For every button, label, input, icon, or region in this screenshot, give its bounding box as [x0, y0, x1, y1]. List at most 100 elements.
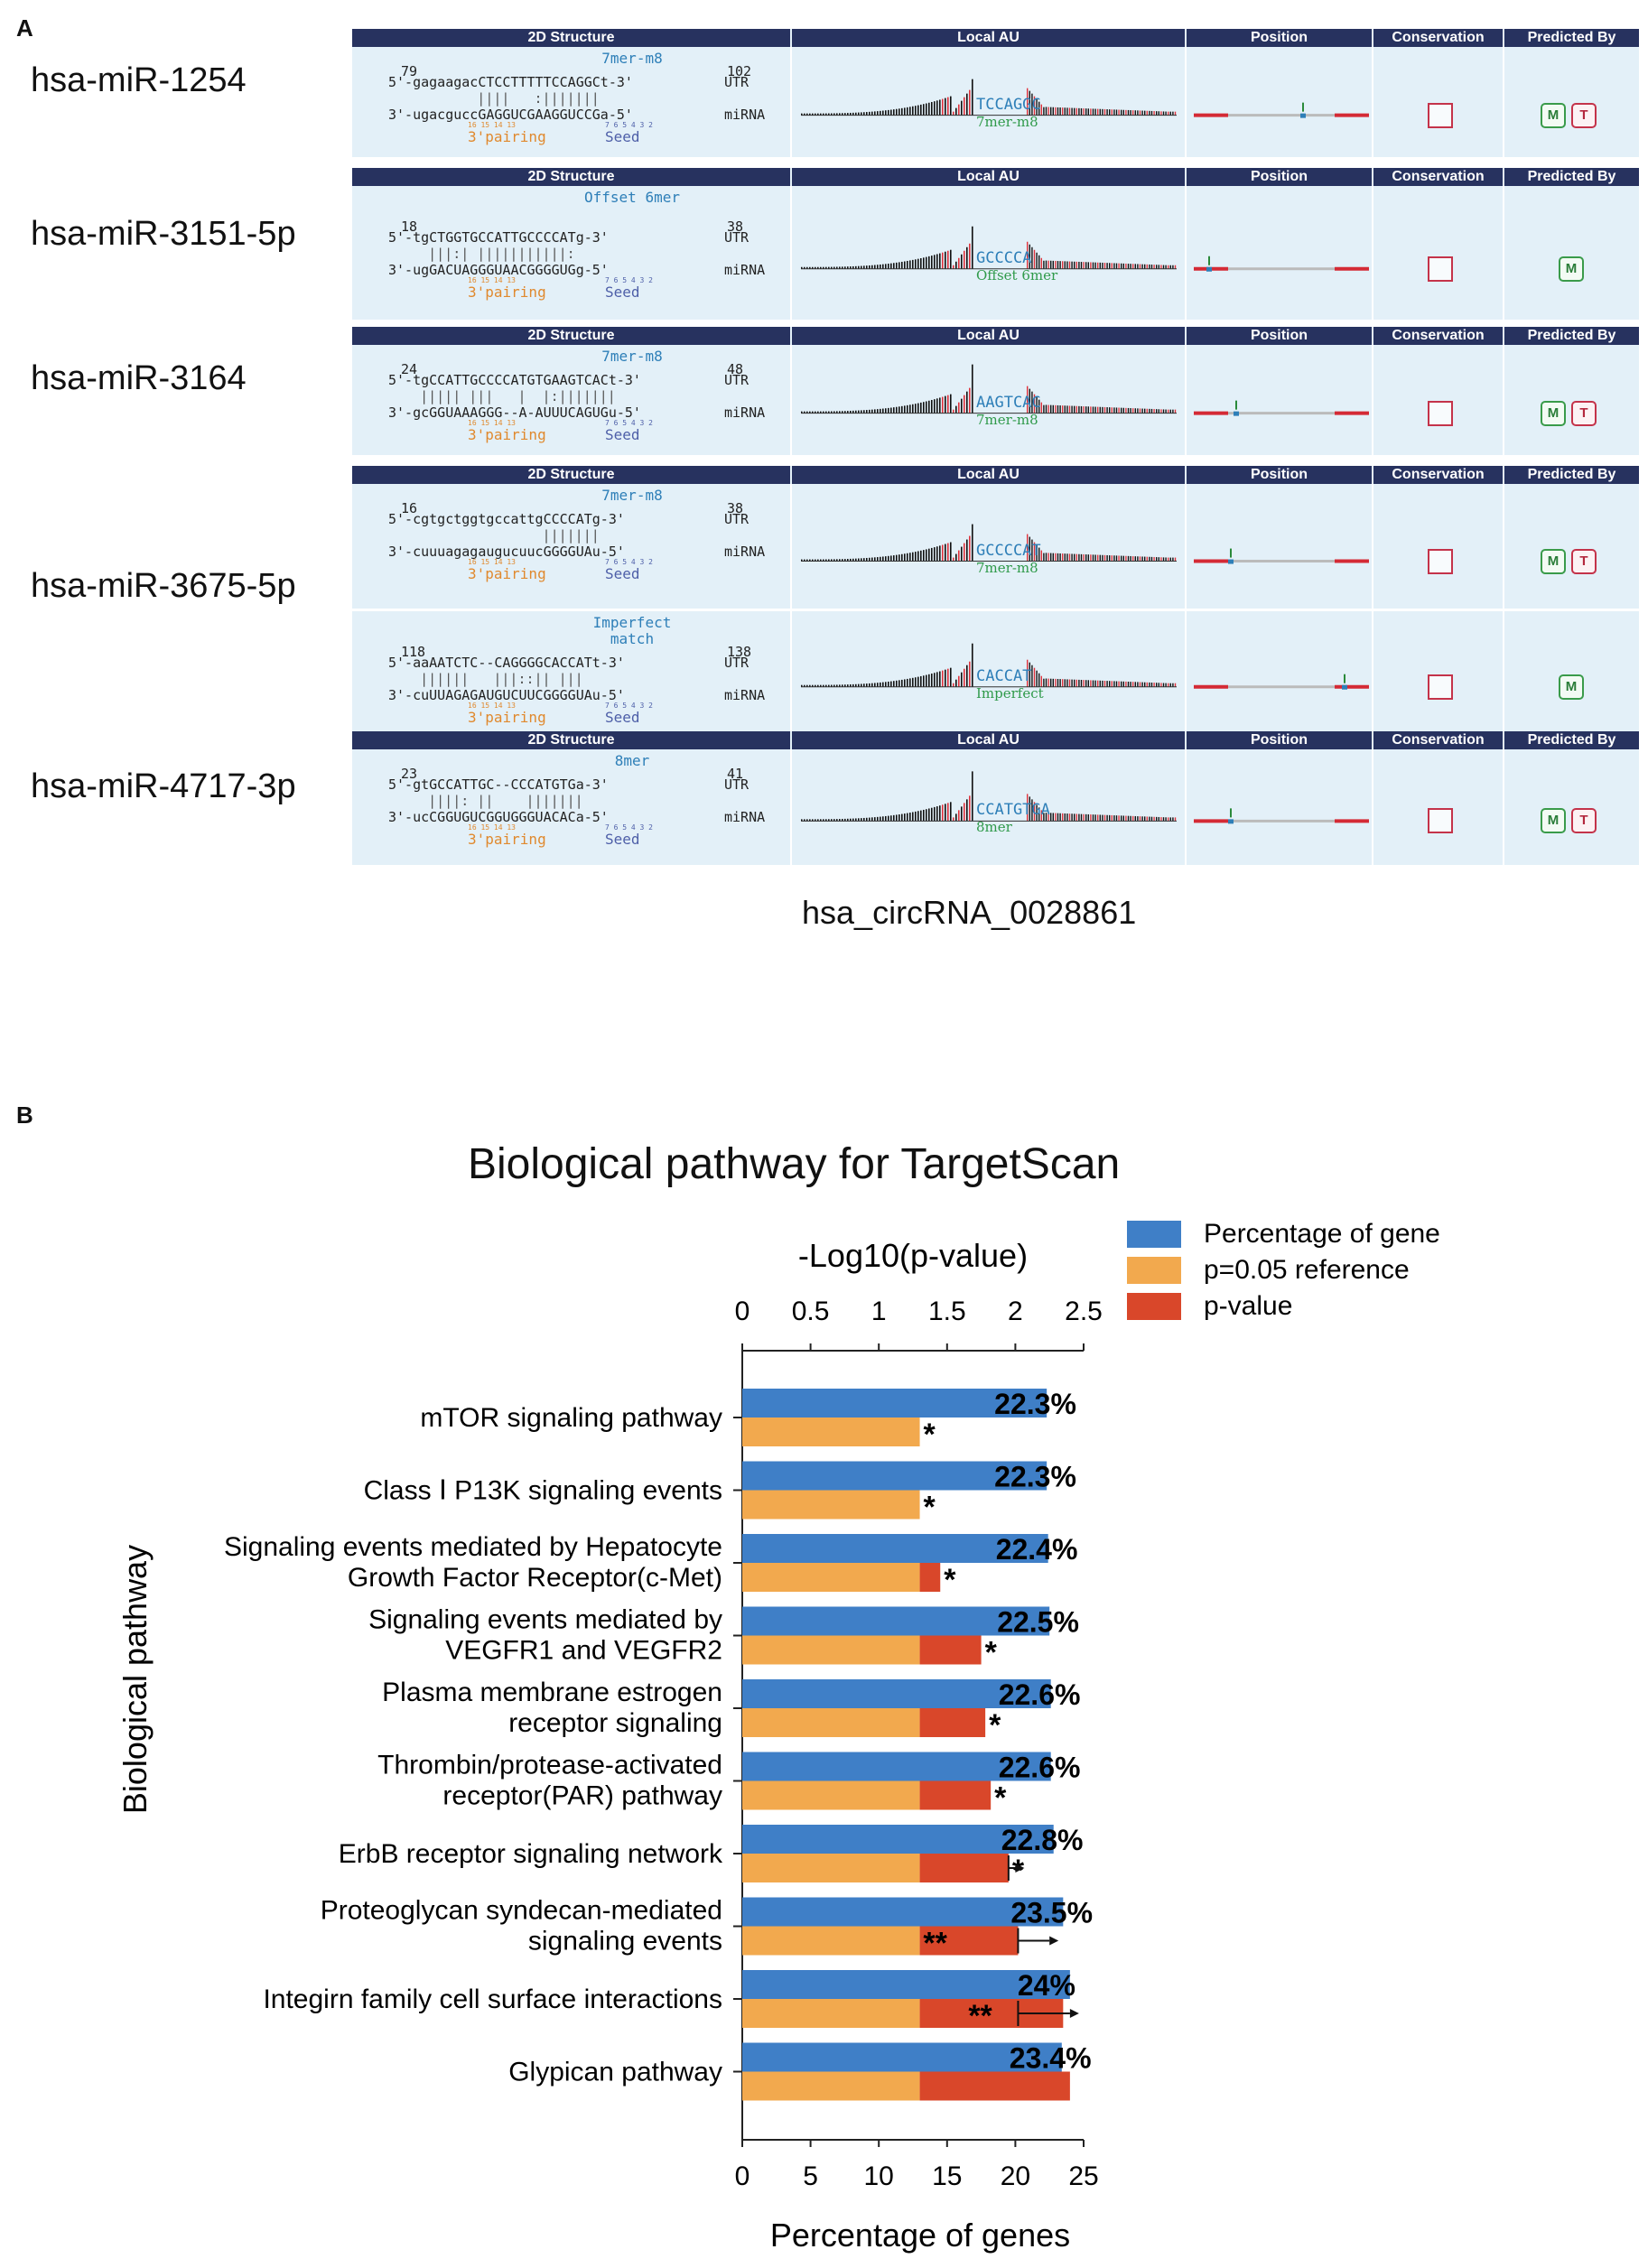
- au-bar: [880, 816, 881, 822]
- au-bar: [953, 265, 954, 269]
- mirna-name: hsa-miR-3675-5p: [31, 567, 296, 605]
- au-bar: [909, 260, 911, 269]
- au-bar: [866, 112, 868, 116]
- position-track: [1194, 102, 1369, 118]
- percentage-bar: [742, 1534, 1048, 1563]
- percentage-data-label: 23.4%: [1010, 2042, 1092, 2075]
- au-bar: [850, 410, 852, 414]
- au-bar: [950, 802, 952, 822]
- au-bar: [1099, 108, 1101, 116]
- site-block: 2D Structure Local AU Position Conservation…: [352, 466, 1639, 733]
- percentage-data-label: 23.5%: [1010, 1897, 1093, 1929]
- au-bar: [817, 411, 819, 414]
- au-bar: [915, 677, 917, 687]
- au-bar: [1165, 817, 1167, 822]
- au-bar: [912, 106, 914, 116]
- au-bar: [1141, 682, 1143, 687]
- au-bar: [1160, 265, 1162, 269]
- local-au-plot: [801, 364, 1177, 414]
- local-au-plot: [801, 524, 1177, 562]
- column-divider: [1372, 47, 1373, 157]
- site-block: 2D Structure Local AU Position Conservation…: [352, 168, 1639, 320]
- au-bar: [1031, 93, 1033, 116]
- au-bar: [898, 814, 900, 822]
- au-bar: [806, 266, 808, 269]
- au-bar: [877, 111, 879, 116]
- au-bar: [842, 411, 843, 414]
- pairing-lines: ||||: || |||||||: [396, 793, 583, 809]
- au-bar: [866, 817, 868, 822]
- au-bar: [1122, 815, 1124, 822]
- au-bar: [958, 810, 960, 822]
- au-bar: [1102, 554, 1103, 562]
- au-bar: [1057, 679, 1059, 687]
- au-bar: [972, 364, 973, 414]
- predicted-by-targetscan-badge: T: [1571, 808, 1597, 834]
- au-bar: [1111, 109, 1113, 116]
- pairing-lines: ||||| ||| | |:|||||||: [396, 388, 616, 404]
- au-bar: [812, 411, 814, 414]
- au-bar: [893, 109, 895, 116]
- au-bar: [1165, 557, 1167, 562]
- au-bar: [1036, 544, 1038, 562]
- utr-tag: UTR: [724, 372, 750, 388]
- au-bar: [861, 265, 862, 269]
- au-bar: [1132, 408, 1134, 414]
- pvalue-bar: [919, 1563, 941, 1592]
- au-bar: [850, 266, 852, 269]
- au-bar: [1036, 804, 1038, 822]
- au-bar: [839, 684, 841, 687]
- percentage-bar: [742, 1606, 1050, 1636]
- au-bar: [1045, 404, 1047, 414]
- au-bar: [839, 113, 841, 116]
- au-bar: [953, 817, 954, 822]
- au-bar: [852, 410, 854, 414]
- au-bar: [869, 683, 871, 687]
- au-bar: [1102, 108, 1103, 116]
- au-bar: [1043, 678, 1045, 687]
- au-bar: [863, 817, 865, 822]
- au-bar: [1050, 404, 1052, 414]
- percentage-data-label: 24%: [1018, 1969, 1075, 2002]
- au-bar: [850, 818, 852, 822]
- au-bar: [1139, 816, 1141, 822]
- local-au-plot: [801, 771, 1177, 822]
- au-bar: [1134, 264, 1136, 269]
- au-bar: [1040, 104, 1042, 116]
- au-bar: [1153, 683, 1155, 687]
- legend-label: p=0.05 reference: [1204, 1255, 1410, 1285]
- au-bar: [1141, 408, 1143, 414]
- au-bar: [1092, 406, 1094, 414]
- three-prime-pairing-label: 3'pairing: [468, 426, 546, 443]
- au-bar: [893, 555, 895, 562]
- au-bar: [809, 411, 811, 414]
- au-bar: [936, 398, 938, 414]
- site-block: 2D Structure Local AU Position Conservation…: [352, 327, 1639, 455]
- au-bar: [893, 407, 895, 414]
- au-bar: [961, 806, 963, 822]
- au-bar: [1113, 109, 1115, 116]
- column-divider: [1185, 186, 1187, 320]
- au-bar: [1092, 108, 1094, 116]
- au-bar: [1115, 555, 1118, 562]
- au-bar: [801, 266, 803, 269]
- au-bar: [801, 684, 803, 687]
- au-bar: [893, 681, 895, 687]
- au-bar: [1144, 816, 1146, 822]
- au-bar: [1064, 679, 1066, 687]
- au-bar: [1050, 678, 1052, 687]
- au-bar: [1113, 263, 1115, 269]
- column-header: Conservation: [1373, 466, 1503, 484]
- au-bar: [1057, 404, 1059, 414]
- au-bar: [904, 553, 906, 562]
- au-bar: [855, 818, 857, 822]
- local-au-site-type: 7mer-m8: [976, 113, 1038, 130]
- au-bar: [1125, 815, 1127, 822]
- au-bar: [1085, 406, 1087, 414]
- mirna-tag: miRNA: [724, 544, 766, 560]
- pairing-numbers: 16 15 14 13: [468, 823, 516, 832]
- au-bar: [1134, 408, 1136, 414]
- site-marker: [1300, 113, 1306, 118]
- reference-bar: [742, 1563, 920, 1592]
- three-prime-pairing-label: 3'pairing: [468, 831, 546, 848]
